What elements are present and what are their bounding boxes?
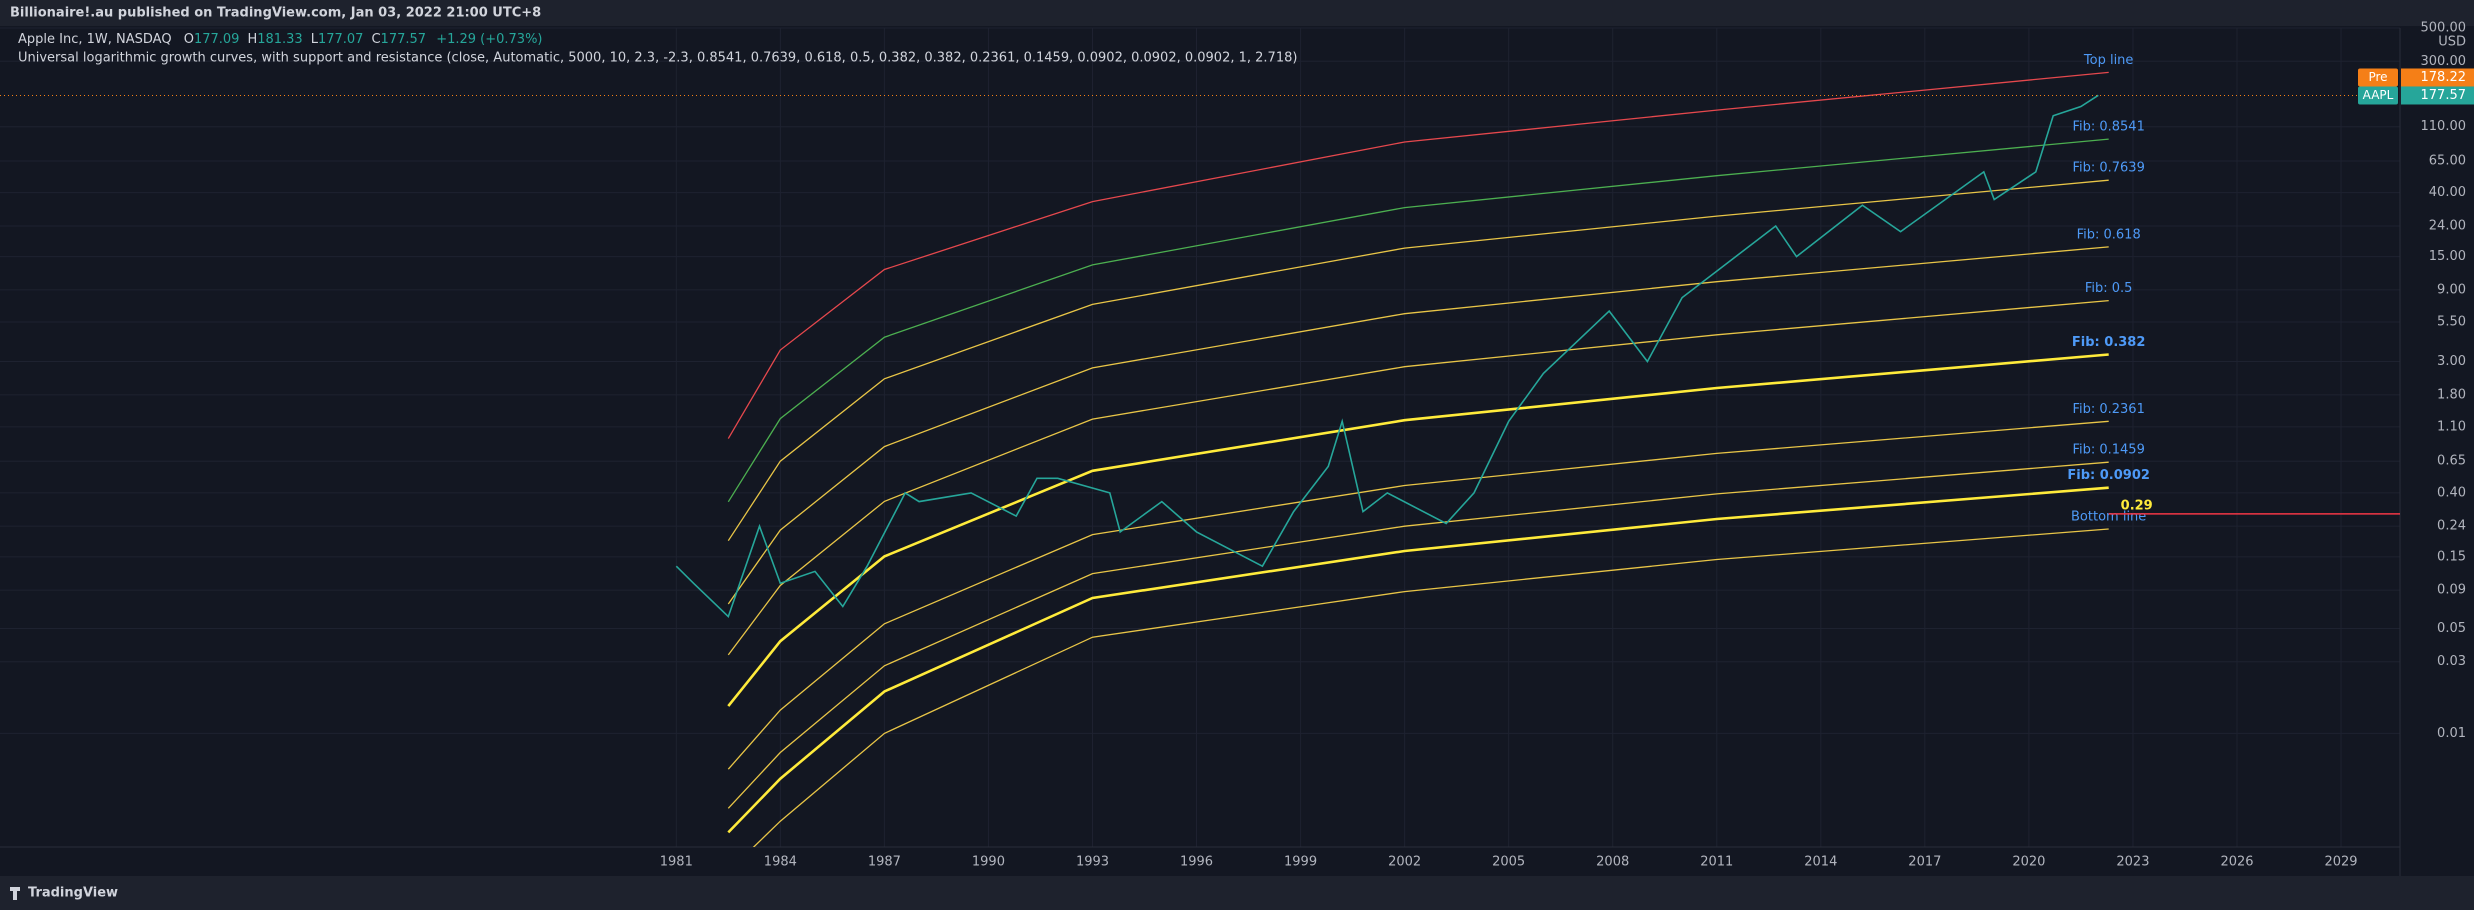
x-tick-label: 2014 bbox=[1804, 855, 1837, 870]
y-tick-label: 0.03 bbox=[2437, 654, 2466, 669]
y-tick-label: 15.00 bbox=[2429, 249, 2466, 264]
curve-label: Fib: 0.8541 bbox=[2072, 120, 2144, 135]
curve bbox=[727, 353, 2109, 707]
y-tick-label: 0.24 bbox=[2437, 519, 2466, 534]
y-tick-label: 0.05 bbox=[2437, 621, 2466, 636]
legend: Apple Inc, 1W, NASDAQ O177.09 H181.33 L177… bbox=[18, 32, 543, 47]
footer-bar bbox=[0, 876, 2474, 910]
curve bbox=[727, 420, 2109, 770]
y-tick-label: 110.00 bbox=[2421, 119, 2467, 134]
ohlc-value: 177.57 bbox=[381, 32, 427, 47]
grid bbox=[0, 27, 2400, 847]
curve bbox=[727, 461, 2109, 809]
x-tick-label: 2008 bbox=[1596, 855, 1629, 870]
brand: TradingView bbox=[28, 886, 118, 901]
x-tick-label: 1984 bbox=[764, 855, 797, 870]
price-line bbox=[675, 94, 2099, 619]
x-tick-label: 1987 bbox=[868, 855, 901, 870]
y-tick-label: 65.00 bbox=[2429, 154, 2466, 169]
curve bbox=[727, 138, 2109, 503]
price-badge-name: AAPL bbox=[2363, 88, 2394, 102]
curve bbox=[727, 486, 2109, 834]
price-badge bbox=[2401, 86, 2474, 105]
ohlc-label: O bbox=[184, 32, 194, 47]
curve-label: Fib: 0.618 bbox=[2077, 227, 2141, 242]
symbol: Apple Inc, 1W, NASDAQ bbox=[18, 32, 172, 47]
curve bbox=[727, 71, 2109, 439]
x-tick-label: 2026 bbox=[2220, 855, 2253, 870]
ohlc-value: 181.33 bbox=[257, 32, 303, 47]
y-tick-label: 3.00 bbox=[2437, 354, 2466, 369]
curve-label: Fib: 0.7639 bbox=[2072, 161, 2144, 176]
curve-label: Top line bbox=[2083, 53, 2134, 68]
y-tick-label: 300.00 bbox=[2421, 54, 2467, 69]
ohlc-label: H bbox=[247, 32, 257, 47]
y-tick-label: 24.00 bbox=[2429, 218, 2466, 233]
curve-label: Fib: 0.382 bbox=[2072, 335, 2146, 350]
brand-logo bbox=[10, 887, 20, 900]
y-tick-label: 9.00 bbox=[2437, 282, 2466, 297]
x-tick-label: 1990 bbox=[972, 855, 1005, 870]
ohlc-value: 177.09 bbox=[194, 32, 240, 47]
y-tick-label: 500.00 bbox=[2421, 21, 2467, 36]
ohlc-value: 177.07 bbox=[318, 32, 364, 47]
y-tick-label: 0.15 bbox=[2437, 549, 2466, 564]
x-tick-label: 2002 bbox=[1388, 855, 1421, 870]
price-badge bbox=[2401, 68, 2474, 87]
ohlc-label: C bbox=[371, 32, 380, 47]
price-badge-value: 177.57 bbox=[2421, 88, 2467, 103]
y-tick-label: 5.50 bbox=[2437, 315, 2466, 330]
curve bbox=[752, 528, 2109, 847]
y-tick-label: 40.00 bbox=[2429, 185, 2466, 200]
indicator: Universal logarithmic growth curves, wit… bbox=[18, 51, 1297, 66]
x-tick-label: 1993 bbox=[1076, 855, 1109, 870]
x-tick-label: 2020 bbox=[2012, 855, 2045, 870]
y-tick-label: 0.65 bbox=[2437, 454, 2466, 469]
y-tick-label: 1.80 bbox=[2437, 387, 2466, 402]
support-label: 0.29 bbox=[2121, 498, 2153, 513]
price-badge-value: 178.22 bbox=[2421, 70, 2467, 85]
y-tick-label: 0.09 bbox=[2437, 583, 2466, 598]
ohlc: O177.09 H181.33 L177.07 C177.57 bbox=[184, 32, 426, 47]
x-tick-label: 1981 bbox=[660, 855, 693, 870]
price-badge-tag bbox=[2358, 68, 2398, 87]
y-tick-label: 0.40 bbox=[2437, 485, 2466, 500]
change: +1.29 (+0.73%) bbox=[436, 32, 542, 47]
y-tick-label: 0.01 bbox=[2437, 726, 2466, 741]
curve bbox=[727, 246, 2109, 605]
ohlc-label: L bbox=[311, 32, 319, 47]
curve bbox=[727, 299, 2109, 656]
curve-label: Fib: 0.1459 bbox=[2072, 443, 2144, 458]
x-tick-label: 2029 bbox=[2324, 855, 2357, 870]
curve-label: Fib: 0.5 bbox=[2085, 281, 2133, 296]
header-bar bbox=[0, 0, 2474, 26]
y-tick-label: 1.10 bbox=[2437, 419, 2466, 434]
x-tick-label: 2011 bbox=[1700, 855, 1733, 870]
price-badge-tag bbox=[2358, 86, 2398, 105]
publisher: Billionaire!.au published on TradingView… bbox=[10, 6, 541, 21]
x-tick-label: 1996 bbox=[1180, 855, 1213, 870]
x-tick-label: 2005 bbox=[1492, 855, 1525, 870]
curve bbox=[727, 179, 2109, 542]
curve-label: Fib: 0.2361 bbox=[2072, 402, 2144, 417]
x-tick-label: 2023 bbox=[2116, 855, 2149, 870]
price-badge-name: Pre bbox=[2368, 70, 2387, 84]
x-tick-label: 1999 bbox=[1284, 855, 1317, 870]
curve-label: Fib: 0.0902 bbox=[2067, 468, 2150, 483]
y-unit: USD bbox=[2438, 35, 2466, 50]
x-tick-label: 2017 bbox=[1908, 855, 1941, 870]
